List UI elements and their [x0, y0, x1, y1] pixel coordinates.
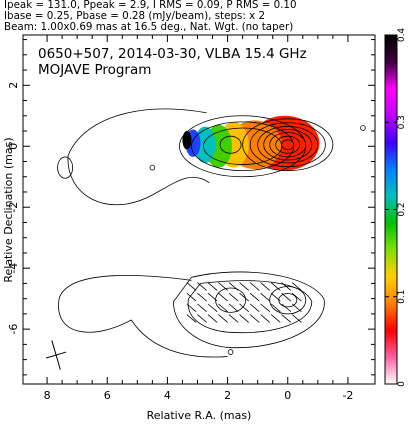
evpa-stick — [228, 282, 239, 291]
evpa-stick — [197, 303, 207, 313]
header-line-peaks: Ipeak = 131.0, Ppeak = 2.9, I RMS = 0.09… — [4, 0, 297, 11]
y-tick-label: 2 — [7, 82, 20, 89]
evpa-stick — [281, 282, 292, 291]
core-contour — [249, 122, 326, 168]
evpa-stick — [270, 314, 281, 323]
evpa-stick — [207, 282, 218, 291]
evpa-stick — [260, 282, 271, 291]
jet-contour — [179, 115, 307, 178]
colorbar: 0 0.1 0.2 0.3 0.4 — [384, 28, 407, 387]
bottom-component-contour — [215, 287, 247, 313]
evpa-stick — [260, 292, 271, 302]
evpa-stick — [186, 303, 197, 313]
header-line-base: Ibase = 0.25, Pbase = 0.28 (mJy/beam), s… — [4, 10, 266, 22]
y-tick-labels: 2 0 -2 -4 -6 — [7, 82, 20, 335]
evpa-stick — [281, 303, 292, 313]
header-line-beam: Beam: 1.00x0.69 mas at 16.5 deg., Nat. W… — [4, 21, 294, 33]
evpa-stick — [218, 314, 228, 323]
x-tick-label: 0 — [284, 389, 291, 402]
x-axis-title: Relative R.A. (mas) — [147, 409, 252, 422]
y-tick-label: -4 — [7, 263, 20, 274]
evpa-stick — [249, 292, 260, 302]
evpa-stick — [186, 292, 197, 302]
evpa-stick — [270, 292, 281, 302]
bottom-extended-contour — [58, 275, 228, 358]
knot-contour — [227, 349, 234, 355]
evpa-stick — [249, 282, 260, 291]
evpa-stick — [228, 303, 239, 313]
x-tick-label: 8 — [44, 389, 51, 402]
polarization-blob — [182, 131, 192, 150]
evpa-stick — [270, 303, 281, 313]
evpa-stick — [239, 292, 249, 302]
evpa-stick — [239, 303, 249, 313]
x-tick-label: -2 — [342, 389, 353, 402]
evpa-stick — [260, 303, 271, 313]
evpa-stick — [197, 292, 207, 302]
colorbar-tick-label: 0.1 — [397, 290, 407, 304]
colorbar-tick-label: 0.3 — [397, 115, 407, 129]
x-tick-label: 2 — [224, 389, 231, 402]
bottom-mid-contour — [187, 280, 313, 334]
colorbar-tick-label: 0.4 — [397, 28, 407, 43]
beam-minor-axis — [45, 351, 67, 359]
jet-contour — [203, 127, 283, 165]
extended-contour — [67, 108, 210, 206]
bottom-outer-contour — [173, 271, 325, 349]
evpa-stick — [207, 314, 218, 323]
core-contour — [275, 135, 301, 154]
evpa-stick — [239, 282, 249, 291]
knot-contour — [360, 125, 366, 131]
evpa-stick — [291, 292, 302, 302]
evpa-stick — [291, 303, 302, 313]
plot-title: 0650+507, 2014-03-30, VLBA 15.4 GHz — [38, 46, 307, 62]
plot-subtitle: MOJAVE Program — [38, 62, 151, 78]
evpa-stick — [291, 314, 302, 323]
y-axis-title: Relative Declination (mas) — [2, 137, 15, 282]
x-tick-labels: 8 6 4 2 0 -2 — [44, 389, 354, 402]
evpa-stick — [281, 314, 292, 323]
core-contour — [257, 126, 319, 164]
evpa-stick — [207, 292, 218, 302]
core-contour — [242, 118, 334, 172]
evpa-stick — [197, 282, 207, 291]
y-tick-label: -2 — [7, 202, 20, 213]
bottom-core-contour — [269, 286, 307, 315]
evpa-stick — [249, 303, 260, 313]
bottom-core-contour — [278, 293, 298, 308]
evpa-stick — [207, 303, 218, 313]
evpa-stick — [218, 292, 228, 302]
x-tick-label: 4 — [164, 389, 171, 402]
evpa-stick — [228, 292, 239, 302]
colorbar-tick-label: 0 — [397, 381, 407, 387]
x-tick-label: 6 — [104, 389, 111, 402]
jet-contour — [191, 121, 295, 172]
evpa-stick — [239, 314, 249, 323]
evpa-stick — [186, 314, 197, 323]
knot-contour — [149, 164, 156, 171]
evpa-stick — [218, 282, 228, 291]
evpa-sticks — [186, 282, 302, 323]
axis-ticks — [23, 35, 375, 384]
knot-contour — [57, 156, 74, 179]
evpa-stick — [291, 282, 302, 291]
jet-component-contour — [219, 135, 242, 154]
evpa-stick — [270, 282, 281, 291]
colorbar-ticks: 0 0.1 0.2 0.3 0.4 — [385, 28, 407, 387]
evpa-stick — [197, 314, 207, 323]
y-tick-label: 0 — [7, 143, 20, 150]
evpa-stick — [281, 292, 292, 302]
evpa-stick — [249, 314, 260, 323]
evpa-stick — [218, 303, 228, 313]
plot-frame — [22, 34, 376, 385]
evpa-stick — [228, 314, 239, 323]
core-contour — [263, 129, 313, 161]
evpa-stick — [260, 314, 271, 323]
evpa-stick — [186, 282, 197, 291]
beam-cross — [45, 340, 67, 370]
y-tick-label: -6 — [7, 324, 20, 335]
colorbar-tick-label: 0.2 — [397, 202, 407, 216]
